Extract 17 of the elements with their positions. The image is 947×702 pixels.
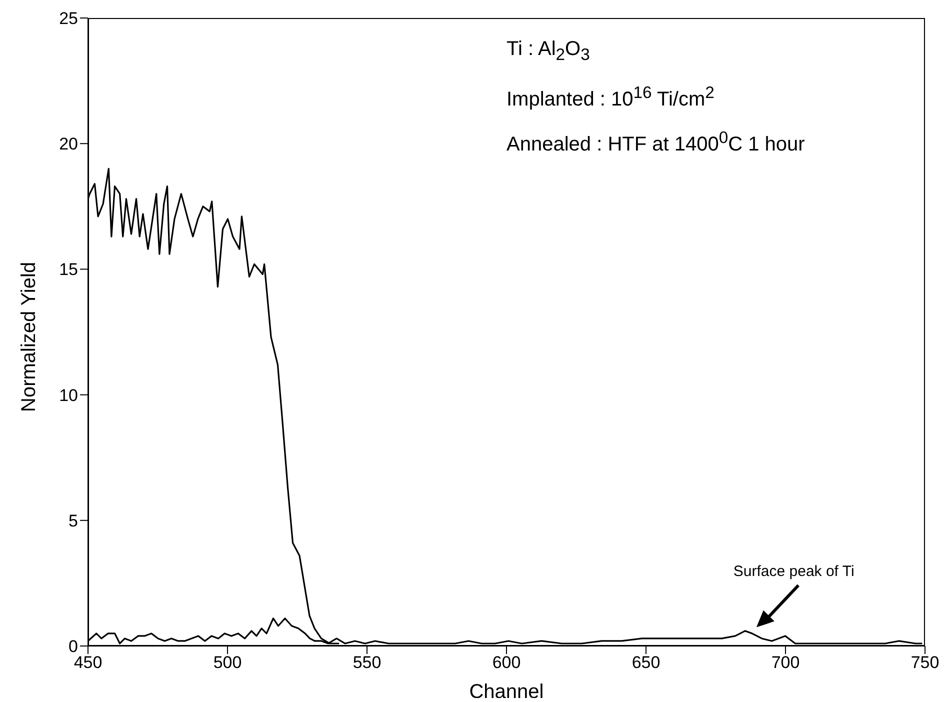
y-tick-label: 15 — [59, 260, 78, 280]
x-tick-label: 700 — [771, 653, 800, 672]
y-tick-label: 5 — [68, 511, 78, 530]
y-tick-label: 20 — [59, 134, 78, 154]
y-tick-label: 25 — [59, 9, 78, 28]
annotation: Ti : Al$_{2}$O$_{3}$ — [506, 37, 591, 66]
x-tick-label: 500 — [213, 653, 242, 672]
x-tick-label: 550 — [352, 653, 382, 672]
annotation: Surface peak of Ti — [733, 563, 854, 580]
x-tick-label: 750 — [910, 653, 940, 672]
x-axis-title: Channel — [469, 681, 544, 702]
x-tick-label: 600 — [492, 653, 521, 672]
annotation: Annealed : HTF at 1400$^{0}$C 1 hour — [506, 126, 805, 158]
x-tick-label: 650 — [632, 653, 660, 672]
y-tick-label: 10 — [59, 386, 78, 405]
y-axis-title: Normalized Yield — [18, 262, 40, 412]
annotation: Implanted : 10$^{16}$ Ti/cm$^{2}$ — [506, 82, 716, 113]
